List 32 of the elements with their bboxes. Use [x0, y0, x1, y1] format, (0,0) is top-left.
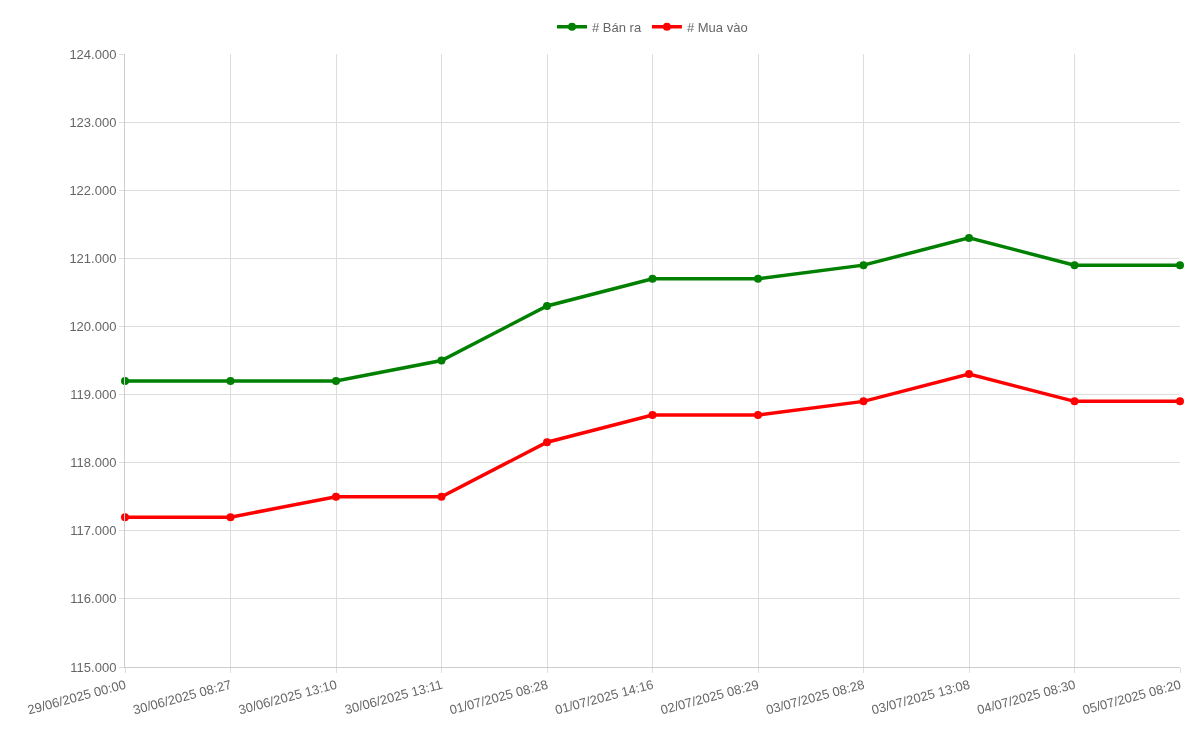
- legend-label: # Bán ra: [592, 19, 642, 35]
- y-tick-label: 124.000: [69, 46, 117, 62]
- y-tick-label: 123.000: [69, 114, 117, 130]
- point: [859, 397, 868, 406]
- point: [965, 233, 973, 242]
- y-tick-label: 118.000: [70, 455, 117, 471]
- point: [543, 302, 551, 311]
- point: [648, 274, 657, 283]
- point: [1070, 397, 1079, 406]
- y-tick-label: 119.000: [70, 387, 117, 403]
- legend-label: # Mua vào: [686, 19, 748, 35]
- point: [332, 376, 340, 385]
- point: [226, 376, 235, 385]
- point: [543, 438, 551, 447]
- y-tick-label: 115.000: [70, 659, 117, 675]
- point: [1176, 261, 1184, 270]
- point: [859, 261, 868, 270]
- point: [226, 513, 235, 522]
- point: [332, 492, 340, 501]
- point: [648, 410, 657, 419]
- point: [1070, 261, 1079, 270]
- point: [437, 492, 446, 501]
- point: [754, 274, 762, 283]
- y-tick-label: 116.000: [70, 591, 117, 607]
- y-tick-label: 120.000: [69, 318, 117, 334]
- point: [1176, 397, 1184, 406]
- point: [754, 410, 762, 419]
- y-tick-label: 121.000: [69, 250, 117, 266]
- y-tick-label: 122.000: [69, 182, 117, 198]
- y-tick-label: 117.000: [70, 523, 117, 539]
- point: [965, 370, 973, 379]
- point: [437, 356, 446, 365]
